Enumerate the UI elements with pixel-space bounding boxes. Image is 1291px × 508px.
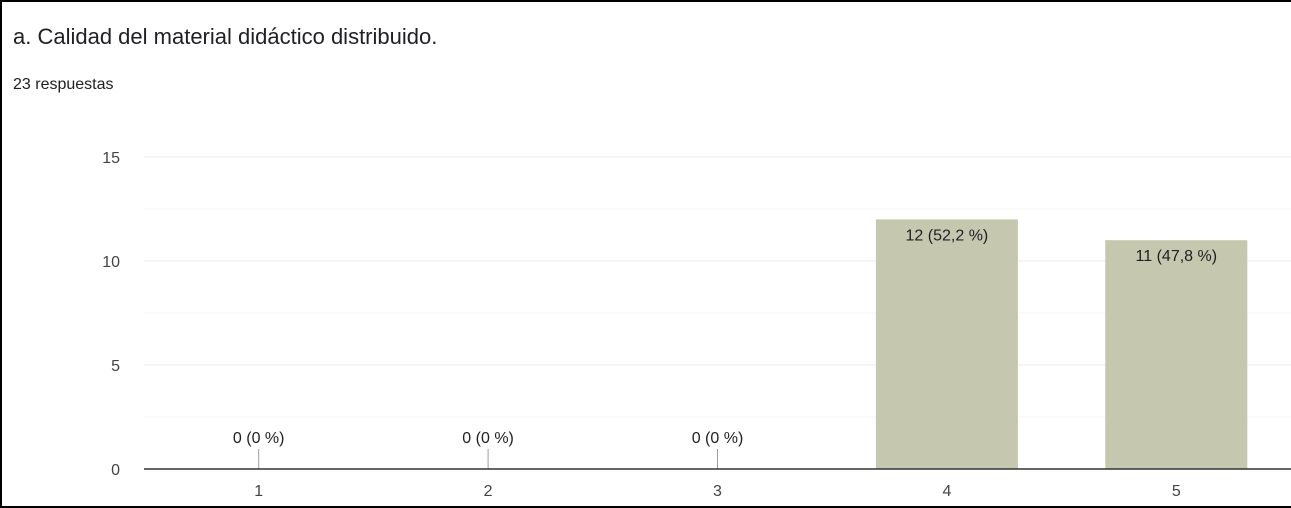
chart-title: a. Calidad del material didáctico distri… [13,24,438,49]
grid-lines [144,156,1291,418]
data-label: 0 (0 %) [233,430,285,447]
bar[interactable] [1105,240,1248,469]
y-tick-label: 0 [111,462,120,479]
data-labels: 0 (0 %) 0 (0 %) 0 (0 %) 12 (52,2 %) 11 (47,8… [233,227,1217,447]
response-count: 23 respuestas [13,76,114,93]
x-tick-label: 5 [1172,483,1181,500]
data-label: 0 (0 %) [692,430,744,447]
bar[interactable] [875,219,1018,469]
x-axis-ticks: 1 2 3 4 5 [254,483,1181,500]
data-label: 11 (47,8 %) [1136,248,1218,265]
x-tick-label: 1 [254,483,263,500]
y-tick-label: 5 [111,358,120,375]
x-tick-label: 4 [942,483,951,500]
y-axis-ticks: 0 5 10 15 [102,150,120,479]
data-label: 12 (52,2 %) [906,227,989,244]
x-tick-label: 2 [484,483,493,500]
data-label: 0 (0 %) [462,430,514,447]
x-tick-label: 3 [713,483,722,500]
bars [258,219,1248,469]
y-tick-label: 10 [102,254,120,271]
y-tick-label: 15 [102,150,120,167]
